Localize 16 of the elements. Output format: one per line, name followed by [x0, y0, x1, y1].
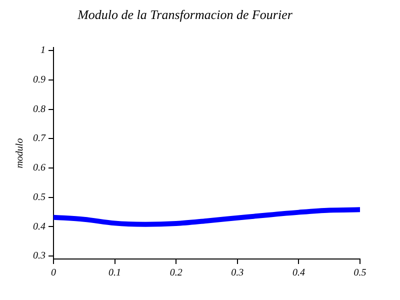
y-tick-label: 0.5 — [33, 192, 46, 203]
x-tick-label: 0.2 — [170, 268, 182, 279]
y-tick-label: 0.8 — [33, 104, 46, 115]
x-tick-label: 0.3 — [231, 268, 244, 279]
y-tick-label: 1 — [40, 45, 46, 56]
y-tick-label: 0.4 — [33, 221, 46, 232]
y-tick-label: 0.6 — [33, 162, 46, 174]
x-tick-label: 0.5 — [354, 268, 366, 279]
y-axis-title: modulo — [14, 138, 26, 168]
x-tick-label: 0.1 — [108, 268, 122, 279]
chart-title: Modulo de la Transformacion de Fourier — [76, 7, 294, 22]
y-tick-label: 0.3 — [33, 250, 46, 262]
y-tick-label: 0.9 — [33, 74, 46, 86]
x-tick-label: 0 — [51, 268, 56, 279]
y-tick-label: 0.7 — [33, 133, 46, 144]
x-tick-label: 0.4 — [292, 268, 305, 279]
